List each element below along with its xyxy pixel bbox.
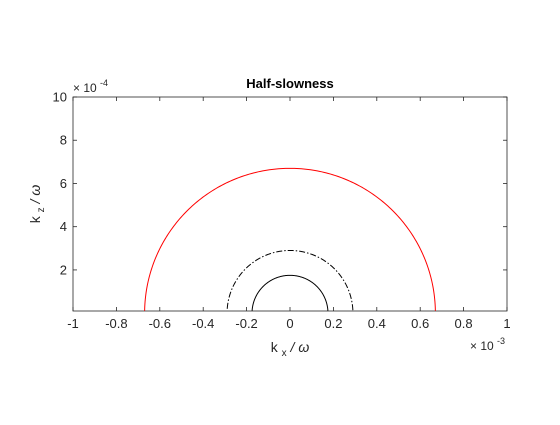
x-tick-label: 0.6 [411, 316, 429, 331]
x-axis-ticks: -1 -0.8 -0.6 -0.4 -0.2 0 0.2 0.4 0.6 0.8 1 [67, 97, 511, 331]
y-label-sub: z [36, 207, 47, 212]
x-exponent-base: × 10 [470, 339, 494, 353]
x-tick-label: 0.8 [455, 316, 473, 331]
series-line-1 [144, 167, 436, 311]
y-tick-label: 8 [60, 133, 67, 148]
x-tick-label: 0.4 [368, 316, 386, 331]
x-tick-label: 1 [503, 316, 510, 331]
x-axis-label: k x / ω [271, 339, 310, 359]
y-axis-exponent: × 10 -4 [73, 78, 108, 95]
series-line-2 [226, 249, 354, 311]
x-label-main: k [271, 339, 279, 355]
x-tick-label: -0.8 [105, 316, 127, 331]
x-tick-label: -0.6 [149, 316, 171, 331]
y-tick-label: 6 [60, 176, 67, 191]
y-exponent-base: × 10 [73, 81, 97, 95]
y-tick-label: 10 [53, 90, 67, 105]
x-tick-label: 0 [286, 316, 293, 331]
y-tick-label: 2 [60, 262, 67, 277]
series-group [144, 167, 436, 311]
x-tick-label: -0.4 [192, 316, 214, 331]
chart-title: Half-slowness [246, 76, 333, 91]
y-exponent-power: -4 [100, 78, 108, 88]
series-line-3 [251, 274, 329, 311]
x-label-sub: x [282, 348, 287, 359]
y-axis-label: k z / ω [27, 185, 47, 224]
x-tick-label: -1 [67, 316, 79, 331]
y-tick-label: 4 [60, 219, 67, 234]
y-axis-ticks: 2 4 6 8 10 [53, 90, 507, 277]
y-label-rest: / ω [27, 185, 43, 205]
x-tick-label: -0.2 [235, 316, 257, 331]
x-exponent-power: -3 [497, 336, 505, 346]
x-label-rest: / ω [290, 339, 310, 355]
y-label-main: k [27, 215, 43, 223]
x-axis-exponent: × 10 -3 [470, 336, 505, 353]
plot-area [72, 96, 508, 312]
x-tick-label: 0.2 [324, 316, 342, 331]
